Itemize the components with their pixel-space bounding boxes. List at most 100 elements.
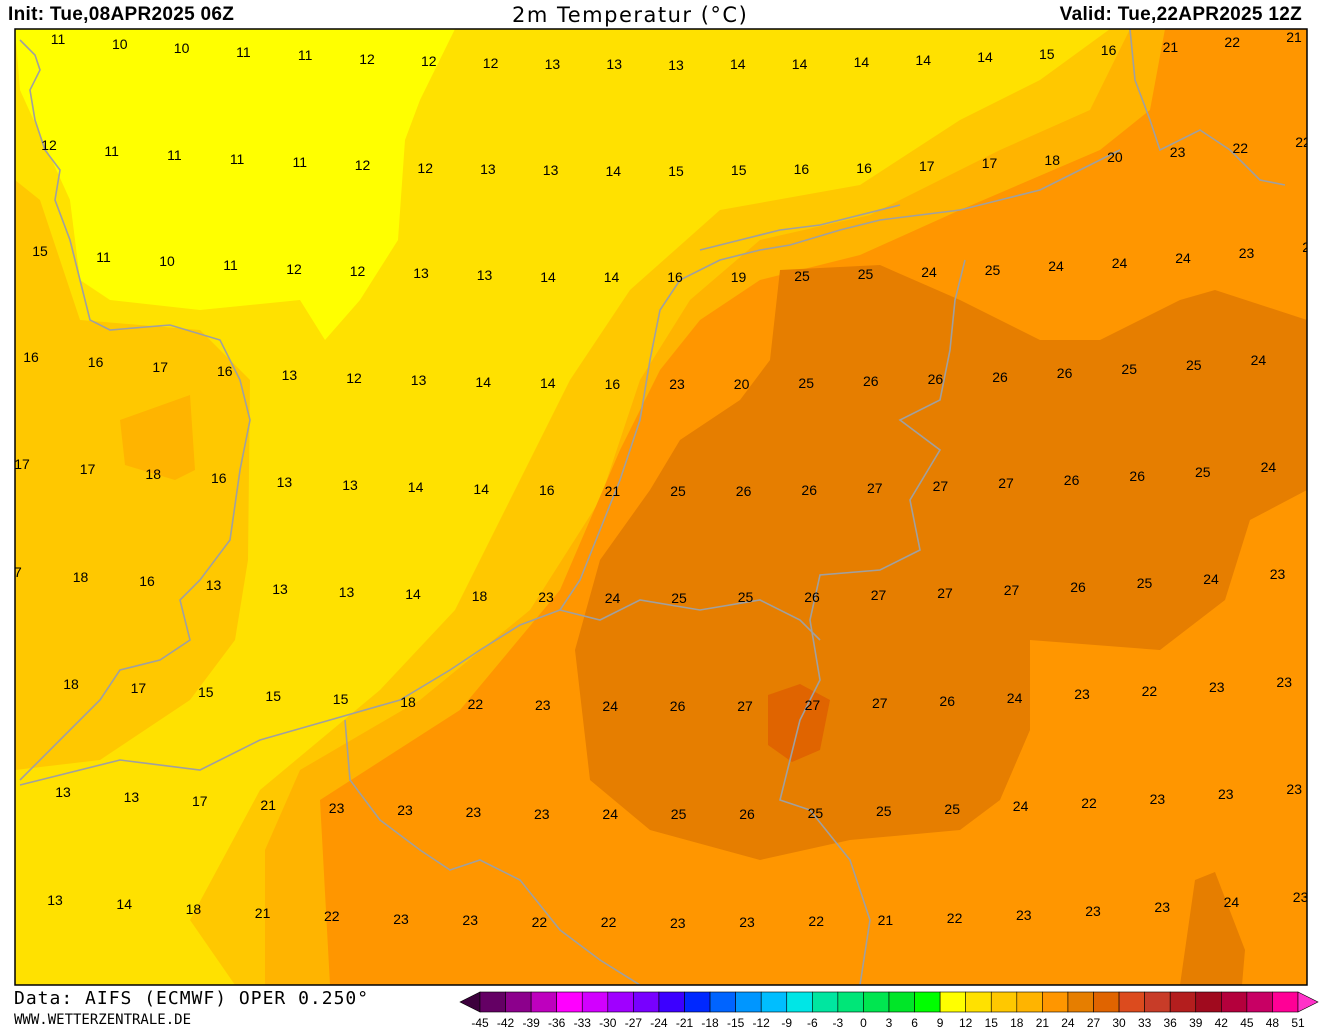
colorbar-tick-label: -9 bbox=[781, 1016, 792, 1030]
temperature-value: 26 bbox=[939, 693, 955, 709]
colorbar-tick-label: -24 bbox=[650, 1016, 668, 1030]
temperature-value: 24 bbox=[1048, 258, 1064, 274]
temperature-value: 17 bbox=[982, 155, 998, 171]
coastlines bbox=[19, 29, 1286, 985]
temperature-value: 11 bbox=[298, 47, 313, 63]
temperature-value: 24 bbox=[1203, 571, 1219, 587]
temperature-value: 11 bbox=[167, 147, 182, 163]
coastline-uk bbox=[19, 39, 251, 781]
temperature-value: 11 bbox=[51, 31, 66, 47]
colorbar-above-arrow bbox=[1297, 991, 1319, 1013]
temperature-value: 18 bbox=[73, 569, 89, 585]
colorbar-tick-label: -27 bbox=[625, 1016, 643, 1030]
temperature-value: 14 bbox=[604, 269, 620, 285]
temperature-value: 16 bbox=[1101, 42, 1117, 58]
temperature-value: 15 bbox=[198, 684, 214, 700]
temperature-value: 20 bbox=[734, 376, 750, 392]
colorbar-tick-label: -6 bbox=[807, 1016, 818, 1030]
temperature-value: 23 bbox=[393, 911, 409, 927]
temperature-value: 25 bbox=[1137, 575, 1153, 591]
temperature-value: 13 bbox=[342, 477, 358, 493]
colorbar-tick-label: -21 bbox=[676, 1016, 694, 1030]
temperature-value: 22 bbox=[532, 914, 548, 930]
temperature-value: 21 bbox=[1286, 29, 1302, 45]
temperature-value: 13 bbox=[282, 367, 298, 383]
temperature-value: 17 bbox=[6, 564, 22, 580]
temperature-value: 23 bbox=[462, 912, 478, 928]
temperature-value: 23 bbox=[1286, 781, 1302, 797]
temperature-value: 27 bbox=[805, 697, 821, 713]
temperature-value: 15 bbox=[731, 162, 747, 178]
temperature-value: 21 bbox=[260, 797, 276, 813]
colorbar-tick-label: 33 bbox=[1138, 1016, 1152, 1030]
colorbar-segment bbox=[735, 991, 762, 1013]
coastline-netherlands bbox=[559, 149, 1121, 611]
temperature-value: 24 bbox=[921, 264, 937, 280]
temperature-value: 23 bbox=[538, 589, 554, 605]
colorbar-tick-label: 48 bbox=[1266, 1016, 1280, 1030]
temperature-value: 13 bbox=[47, 892, 63, 908]
temperature-value: 25 bbox=[798, 375, 814, 391]
colorbar-segment bbox=[939, 991, 966, 1013]
temperature-value: 14 bbox=[116, 896, 132, 912]
temperature-value: 11 bbox=[230, 151, 245, 167]
temperature-value: 24 bbox=[1013, 798, 1029, 814]
fill-18-21-uk bbox=[120, 395, 195, 480]
temperature-value: 26 bbox=[804, 589, 820, 605]
temperature-value: 22 bbox=[947, 910, 963, 926]
temperature-value: 13 bbox=[477, 267, 493, 283]
colorbar-tick-label: 36 bbox=[1164, 1016, 1178, 1030]
temperature-value: 14 bbox=[408, 479, 424, 495]
temperature-value: 13 bbox=[413, 265, 429, 281]
temperature-value: 12 bbox=[355, 157, 371, 173]
temperature-value: 23 bbox=[1302, 239, 1318, 255]
temperature-value: 26 bbox=[1064, 472, 1080, 488]
fill-below-12 bbox=[15, 29, 455, 340]
colorbar-segment bbox=[1093, 991, 1120, 1013]
border-be-fr bbox=[344, 719, 641, 985]
temperature-value: 23 bbox=[739, 914, 755, 930]
temperature-value: 18 bbox=[63, 676, 79, 692]
temperature-value: 25 bbox=[858, 266, 874, 282]
temperature-value: 23 bbox=[1270, 566, 1286, 582]
colorbar-tick-label: 51 bbox=[1291, 1016, 1305, 1030]
temperature-value: 16 bbox=[605, 376, 621, 392]
temperature-value: 12 bbox=[483, 55, 499, 71]
temperature-value: 23 bbox=[1170, 144, 1186, 160]
data-source: Data: AIFS (ECMWF) OPER 0.250° bbox=[14, 988, 370, 1009]
colorbar-tick-label: 6 bbox=[911, 1016, 918, 1030]
temperature-value: 13 bbox=[411, 372, 427, 388]
colorbar-segment bbox=[990, 991, 1018, 1013]
temperature-value: 12 bbox=[421, 53, 437, 69]
colorbar-segment bbox=[709, 991, 736, 1013]
colorbar-tick-label: 27 bbox=[1087, 1016, 1101, 1030]
temperature-value: 22 bbox=[468, 696, 484, 712]
temperature-value: 14 bbox=[475, 374, 491, 390]
temperature-value: 23 bbox=[1154, 899, 1170, 915]
colorbar-tick-label: 18 bbox=[1010, 1016, 1024, 1030]
colorbar-segment bbox=[1221, 991, 1248, 1013]
temperature-value: 13 bbox=[480, 161, 496, 177]
rivers-nl bbox=[559, 599, 821, 641]
temperature-value: 10 bbox=[112, 36, 128, 52]
temperature-value: 17 bbox=[14, 456, 30, 472]
temperature-value: 14 bbox=[540, 375, 556, 391]
temperature-value: 27 bbox=[871, 587, 887, 603]
temperature-value: 26 bbox=[801, 482, 817, 498]
colorbar-tick-label: -30 bbox=[599, 1016, 617, 1030]
temperature-value: 26 bbox=[1129, 468, 1145, 484]
temperature-value: 27 bbox=[937, 585, 953, 601]
temperature-value: 24 bbox=[1112, 255, 1128, 271]
temperature-value: 23 bbox=[329, 800, 345, 816]
temperature-value: 13 bbox=[206, 577, 222, 593]
colorbar-tick-label: -33 bbox=[574, 1016, 592, 1030]
temperature-value: 17 bbox=[152, 359, 168, 375]
colorbar-segment bbox=[786, 991, 813, 1013]
colorbar-segment bbox=[1118, 991, 1145, 1013]
temperature-value: 10 bbox=[159, 253, 175, 269]
temperature-value: 25 bbox=[985, 262, 1001, 278]
temperature-value: 26 bbox=[1057, 365, 1073, 381]
temperature-value: 26 bbox=[739, 806, 755, 822]
colorbar-segment bbox=[607, 991, 634, 1013]
